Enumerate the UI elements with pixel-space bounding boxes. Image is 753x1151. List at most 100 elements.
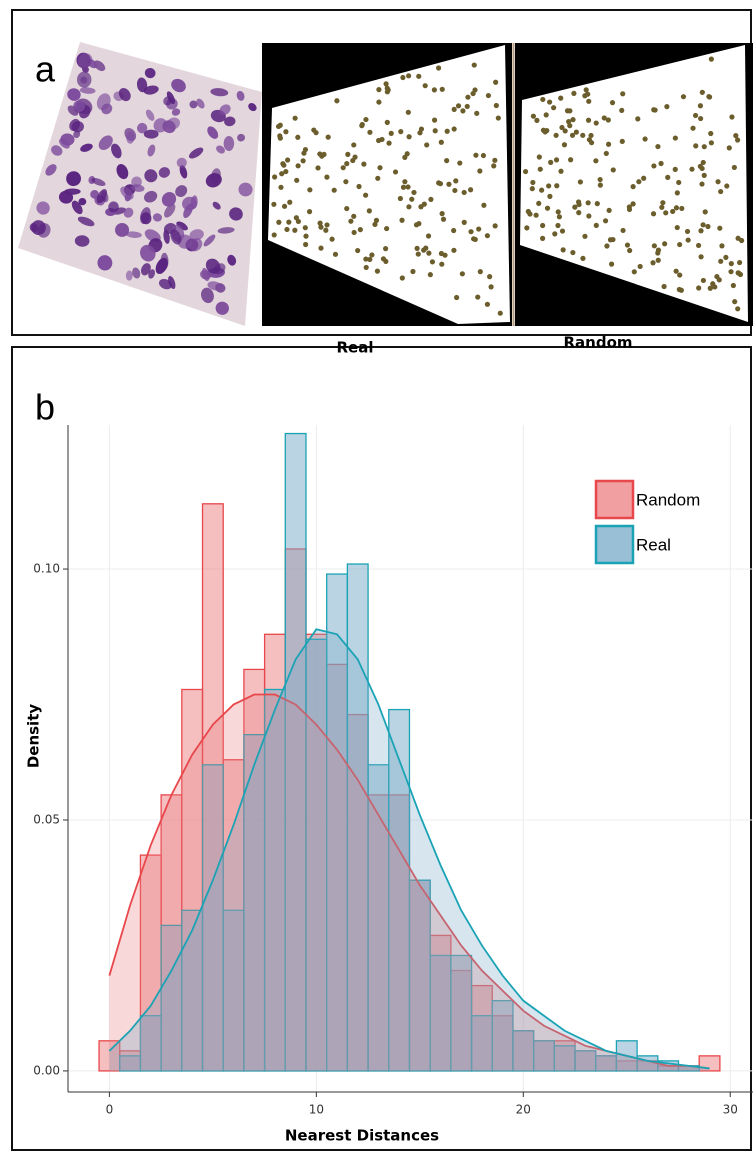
dot [392, 169, 399, 175]
dot [610, 167, 616, 173]
dot [451, 106, 457, 113]
x-tick-label: 20 [516, 1103, 531, 1117]
dot [641, 175, 647, 181]
dot [446, 181, 452, 187]
dot [397, 195, 403, 202]
cell [189, 229, 204, 241]
dot [332, 251, 339, 257]
cell [132, 267, 141, 279]
dot [705, 223, 711, 230]
dot [284, 226, 290, 233]
cell [74, 235, 90, 247]
dots [271, 56, 745, 316]
dot [731, 164, 737, 171]
dot [367, 129, 373, 135]
dot [357, 227, 363, 233]
dot [402, 179, 408, 185]
dot [610, 236, 616, 243]
dot [714, 273, 720, 280]
dot [376, 87, 382, 93]
cell [171, 78, 186, 93]
dot [438, 139, 444, 145]
cell [219, 104, 231, 116]
cell [37, 223, 51, 238]
dot [484, 301, 491, 307]
dot [689, 166, 695, 172]
dot [374, 268, 381, 274]
cell [200, 269, 212, 280]
cell [137, 122, 148, 134]
dot [413, 222, 420, 228]
dot [405, 184, 411, 190]
cell [223, 136, 235, 151]
y-tick-label: 0.05 [33, 812, 60, 826]
cell [166, 91, 176, 105]
dot [363, 256, 369, 262]
tissue-image [18, 42, 262, 326]
dot [553, 132, 559, 138]
dot [315, 165, 321, 171]
dot [534, 117, 540, 123]
dot [474, 110, 480, 116]
dot [698, 254, 704, 260]
dot [275, 123, 282, 130]
cell [207, 281, 223, 291]
dot [577, 179, 583, 185]
cell [126, 131, 135, 144]
cell [176, 157, 187, 168]
dot [400, 74, 406, 81]
dot [481, 202, 487, 208]
dot [303, 241, 309, 248]
dot [363, 192, 369, 198]
dot [737, 271, 744, 278]
dot [302, 146, 309, 153]
dot [662, 241, 668, 247]
dot [558, 168, 564, 174]
dot [302, 225, 308, 231]
dot [376, 99, 382, 105]
dot [555, 222, 561, 229]
dot [418, 204, 424, 210]
dot [281, 203, 288, 209]
dot [436, 65, 442, 71]
dot [659, 204, 665, 210]
dot [680, 94, 687, 100]
dot [726, 145, 732, 151]
dot [468, 229, 474, 235]
dot [424, 142, 430, 148]
dot [402, 154, 408, 160]
dot [572, 204, 578, 210]
dot [410, 268, 416, 275]
cell [125, 231, 142, 238]
dot [442, 252, 448, 258]
dot [384, 89, 390, 95]
x-tick-label: 10 [309, 1103, 324, 1117]
dot [546, 183, 552, 189]
cell [140, 263, 151, 276]
cell [77, 53, 93, 69]
dot [636, 179, 642, 185]
dot [730, 282, 736, 289]
density-area [109, 694, 710, 1071]
dot [548, 159, 554, 165]
dot [576, 210, 582, 216]
dot [363, 116, 369, 123]
dot [631, 269, 637, 275]
dot [437, 181, 444, 187]
dot [409, 196, 415, 202]
dot [585, 91, 591, 97]
dot [566, 119, 572, 125]
cell [236, 90, 245, 101]
dot [619, 107, 625, 114]
cell [140, 244, 156, 262]
dot [524, 225, 530, 231]
dot [651, 243, 657, 249]
dot [425, 233, 432, 239]
dot [444, 128, 450, 134]
dot [547, 193, 553, 199]
dot [540, 235, 546, 241]
dot [717, 225, 723, 231]
dot [398, 129, 404, 135]
dot [728, 261, 734, 267]
